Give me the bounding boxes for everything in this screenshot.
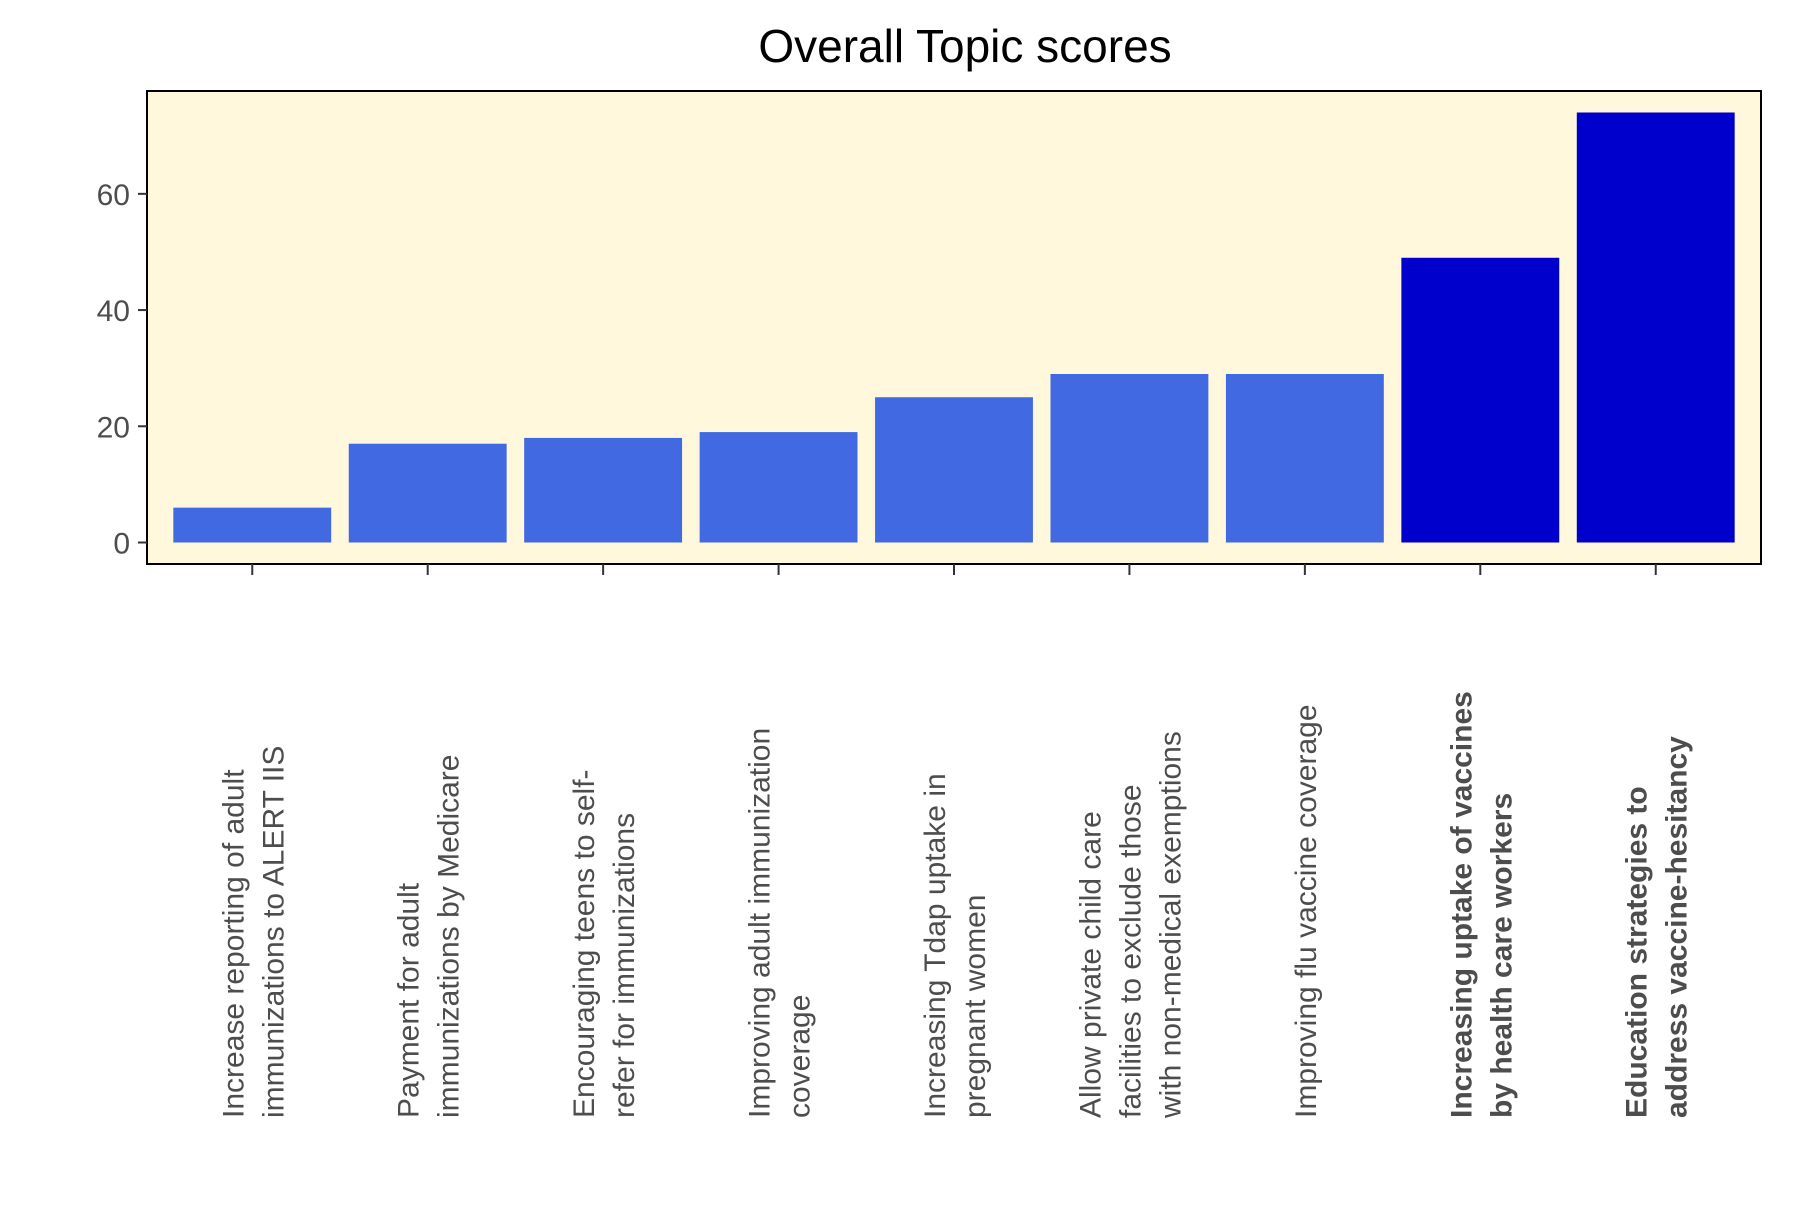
- x-tick-label-line: address vaccine-hesitancy: [1661, 736, 1694, 1118]
- x-tick-label-line: with non-medical exemptions: [1154, 731, 1187, 1119]
- x-tick-label-line: Increasing uptake of vaccines: [1445, 691, 1478, 1118]
- x-tick-label-line: by health care workers: [1485, 793, 1518, 1118]
- x-tick-label-line: pregnant women: [959, 895, 992, 1118]
- x-axis: Increase reporting of adult immunizations…: [217, 564, 1694, 1119]
- y-tick-label: 40: [97, 295, 130, 328]
- x-tick-label-line: refer for immunizations: [608, 813, 641, 1118]
- x-tick-label-9: Education strategies to address vaccine-h…: [1621, 736, 1694, 1118]
- x-tick-label-3: Encouraging teens to self-refer for immu…: [568, 769, 641, 1118]
- x-tick-label-6: Allow private child care facilities to ex…: [1074, 731, 1187, 1119]
- x-tick-label-line: Increase reporting of adult: [217, 769, 250, 1118]
- x-tick-label-line: Payment for adult: [393, 882, 426, 1118]
- y-axis: 0 20 40 60: [97, 179, 147, 561]
- x-tick-label-line: Improving adult immunization: [744, 728, 777, 1118]
- bar-5: [875, 397, 1033, 543]
- x-tick-label-5: Increasing Tdap uptake in pregnant women: [919, 773, 992, 1118]
- x-tick-label-7: Improving flu vaccine coverage: [1290, 704, 1323, 1118]
- x-tick-label-line: Allow private child care: [1074, 811, 1107, 1118]
- bars-layer: [173, 112, 1735, 543]
- x-tick-label-line: Encouraging teens to self-: [568, 769, 601, 1118]
- x-tick-label-8: Increasing uptake of vaccines by health c…: [1445, 691, 1518, 1118]
- x-tick-label-2: Payment for adult immunizations by Medica…: [393, 755, 466, 1118]
- bar-1: [173, 507, 332, 543]
- y-tick-label: 20: [97, 411, 130, 444]
- x-tick-label-line: immunizations by Medicare: [433, 755, 466, 1118]
- x-tick-label-4: Improving adult immunization coverage: [744, 728, 817, 1118]
- bar-6: [1050, 373, 1209, 543]
- chart-title: Overall Topic scores: [758, 20, 1171, 72]
- x-tick-label-line: Improving flu vaccine coverage: [1290, 704, 1323, 1118]
- x-tick-label-line: coverage: [784, 995, 817, 1118]
- bar-8: [1401, 257, 1560, 543]
- y-tick-label: 0: [113, 528, 130, 561]
- bar-9: [1576, 112, 1735, 543]
- x-tick-label-1: Increase reporting of adult immunizations…: [217, 746, 290, 1118]
- y-tick-label: 60: [97, 179, 130, 212]
- bar-7: [1225, 373, 1384, 543]
- bar-4: [699, 432, 858, 543]
- x-tick-label-line: immunizations to ALERT IIS: [257, 746, 290, 1118]
- x-tick-label-line: Increasing Tdap uptake in: [919, 773, 952, 1118]
- bar-2: [348, 443, 507, 543]
- x-tick-label-line: facilities to exclude those: [1114, 784, 1147, 1118]
- bar-3: [524, 437, 683, 543]
- x-tick-label-line: Education strategies to: [1621, 786, 1654, 1118]
